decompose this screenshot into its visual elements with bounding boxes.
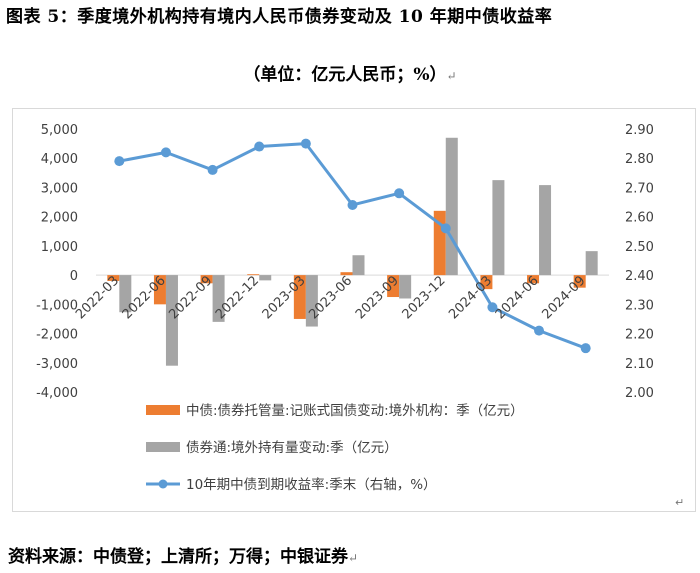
right-axis-tick-label: 2.40 xyxy=(625,269,654,284)
paragraph-mark: ↵ xyxy=(348,551,359,565)
right-axis-tick-label: 2.80 xyxy=(625,152,654,167)
paragraph-mark: ↵ xyxy=(446,69,457,83)
right-axis-tick-label: 2.50 xyxy=(625,240,654,255)
left-axis-tick-label: 2,000 xyxy=(41,211,78,226)
yield-point xyxy=(580,343,591,354)
orange-bar xyxy=(480,275,493,290)
chart-area: -4,000 -3,000 -2,000 -1,000 0 1,000 2,000 3,000… xyxy=(12,108,696,512)
yield-point xyxy=(394,188,405,199)
left-axis-tick-label: 5,000 xyxy=(41,123,78,138)
x-axis-tick-label: 2023-09 xyxy=(353,273,402,322)
legend-swatch-orange xyxy=(146,405,180,415)
gray-bar xyxy=(119,275,132,313)
gray-bar xyxy=(305,275,318,327)
right-axis-tick-label: 2.60 xyxy=(625,211,654,226)
yield-point xyxy=(300,138,311,149)
chart-subtitle: （单位：亿元人民币；%）↵ xyxy=(0,60,700,85)
legend-swatch-point xyxy=(158,479,168,489)
left-axis-tick-label: -4,000 xyxy=(36,386,78,401)
orange-bar xyxy=(247,274,260,276)
right-axis-tick-label: 2.30 xyxy=(625,298,654,313)
legend-label: 10年期中债到期收益率:季末（右轴，%） xyxy=(186,476,437,493)
x-axis-tick-label: 2024-06 xyxy=(493,273,542,322)
left-axis-ticks: -4,000 -3,000 -2,000 -1,000 0 1,000 2,000 3,000… xyxy=(36,123,78,401)
right-axis-tick-label: 2.90 xyxy=(625,123,654,138)
chart-svg: -4,000 -3,000 -2,000 -1,000 0 1,000 2,000 3,000… xyxy=(36,123,684,509)
gray-bar xyxy=(352,255,365,276)
x-axis-tick-label: 2024-09 xyxy=(539,273,588,322)
left-axis-tick-label: -3,000 xyxy=(36,357,78,372)
gray-bar xyxy=(492,180,505,276)
yield-point xyxy=(487,302,498,313)
source-text: 资料来源：中债登；上清所；万得；中银证券 xyxy=(8,547,348,567)
right-axis-tick-label: 2.70 xyxy=(625,181,654,196)
left-axis-tick-label: -2,000 xyxy=(36,328,78,343)
yield-point xyxy=(207,164,218,175)
yield-point xyxy=(347,199,358,210)
legend-label: 中债:债券托管量:记账式国债变动:境外机构：季（亿元） xyxy=(186,403,524,419)
gray-bar xyxy=(445,137,458,276)
x-axis-tick-label: 2022-03 xyxy=(73,273,122,322)
orange-bar xyxy=(387,275,400,298)
orange-bar xyxy=(200,275,213,284)
gray-bar xyxy=(539,185,552,276)
line-group xyxy=(114,138,591,354)
bar-group xyxy=(107,137,598,366)
gray-bar xyxy=(212,275,225,322)
gray-bar xyxy=(585,251,598,276)
gray-bar xyxy=(259,275,272,281)
yield-point xyxy=(440,223,451,234)
gray-bar xyxy=(399,275,412,299)
yield-point xyxy=(254,141,265,152)
right-axis-ticks: 2.00 2.10 2.20 2.30 2.40 2.50 2.60 2.70 2.80 2.90 xyxy=(625,123,654,401)
left-axis-tick-label: 0 xyxy=(70,269,78,284)
legend-swatch-gray xyxy=(146,442,180,452)
left-axis-tick-label: 4,000 xyxy=(41,152,78,167)
yield-point xyxy=(160,147,171,158)
legend-label: 债券通:境外持有量变动:季（亿元） xyxy=(186,440,398,456)
orange-bar xyxy=(293,275,306,319)
orange-bar xyxy=(573,275,586,288)
yield-point xyxy=(534,325,545,336)
orange-bar xyxy=(107,275,120,281)
right-axis-tick-label: 2.00 xyxy=(625,386,654,401)
subtitle-text: （单位：亿元人民币；%） xyxy=(243,65,447,85)
gray-bar xyxy=(165,275,178,366)
orange-bar xyxy=(340,272,353,276)
paragraph-mark: ↵ xyxy=(675,496,684,509)
left-axis-tick-label: 3,000 xyxy=(41,181,78,196)
left-axis-tick-label: 1,000 xyxy=(41,240,78,255)
chart-title: 图表 5：季度境外机构持有境内人民币债券变动及 10 年期中债收益率 xyxy=(6,7,553,27)
source-note: 资料来源：中债登；上清所；万得；中银证券↵ xyxy=(8,542,358,567)
right-axis-tick-label: 2.10 xyxy=(625,357,654,372)
legend: 中债:债券托管量:记账式国债变动:境外机构：季（亿元） 债券通:境外持有量变动:季… xyxy=(146,403,684,509)
orange-bar xyxy=(153,275,166,305)
left-axis-tick-label: -1,000 xyxy=(36,298,78,313)
yield-line xyxy=(119,142,587,350)
yield-point xyxy=(114,156,125,167)
orange-bar xyxy=(527,275,540,284)
right-axis-tick-label: 2.20 xyxy=(625,328,654,343)
